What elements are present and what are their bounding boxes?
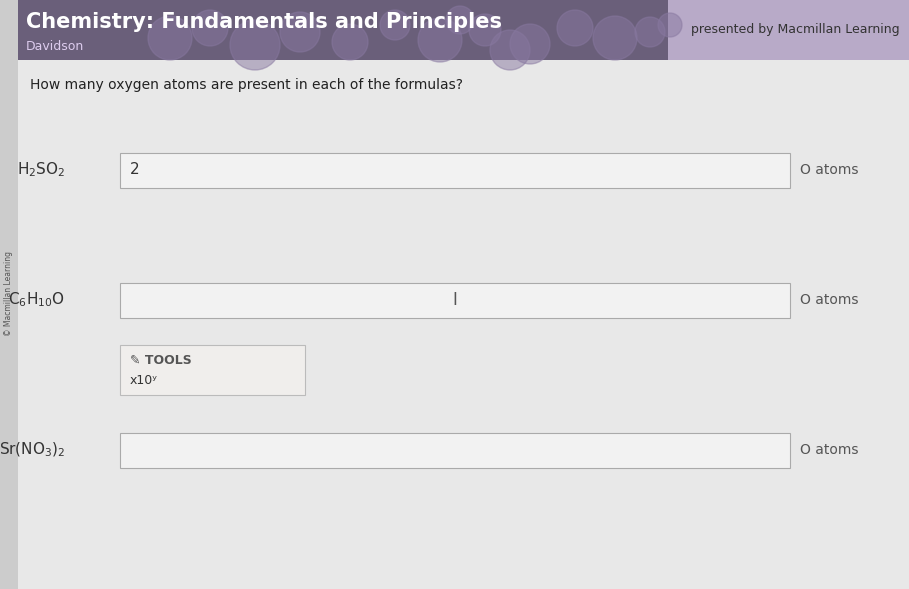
Circle shape <box>490 30 530 70</box>
Circle shape <box>192 10 228 46</box>
Text: I: I <box>453 291 457 309</box>
Bar <box>120 345 305 395</box>
Circle shape <box>446 6 474 34</box>
Text: $\mathregular{Sr(NO_3)_2}$: $\mathregular{Sr(NO_3)_2}$ <box>0 441 65 459</box>
Text: $\mathregular{H_2SO_2}$: $\mathregular{H_2SO_2}$ <box>16 161 65 179</box>
Circle shape <box>469 14 501 46</box>
Bar <box>120 432 790 468</box>
Text: O atoms: O atoms <box>800 293 858 307</box>
Text: $\mathregular{C_6H_{10}O}$: $\mathregular{C_6H_{10}O}$ <box>8 290 65 309</box>
Circle shape <box>380 10 410 40</box>
Circle shape <box>148 16 192 60</box>
Circle shape <box>418 18 462 62</box>
Text: © Macmillan Learning: © Macmillan Learning <box>5 252 14 336</box>
Text: Chemistry: Fundamentals and Principles: Chemistry: Fundamentals and Principles <box>26 12 502 32</box>
Circle shape <box>557 10 593 46</box>
Text: ✎ TOOLS: ✎ TOOLS <box>130 355 192 368</box>
Bar <box>120 283 790 317</box>
Bar <box>18 0 668 60</box>
Text: 2: 2 <box>130 163 140 177</box>
Circle shape <box>280 12 320 52</box>
Circle shape <box>510 24 550 64</box>
Text: x10ʸ: x10ʸ <box>130 375 158 388</box>
Circle shape <box>593 16 637 60</box>
Text: O atoms: O atoms <box>800 163 858 177</box>
Bar <box>668 0 909 60</box>
Text: O atoms: O atoms <box>800 443 858 457</box>
Text: How many oxygen atoms are present in each of the formulas?: How many oxygen atoms are present in eac… <box>30 78 463 92</box>
Bar <box>18 60 909 589</box>
Circle shape <box>635 17 665 47</box>
Circle shape <box>230 20 280 70</box>
Circle shape <box>332 24 368 60</box>
Circle shape <box>658 13 682 37</box>
Text: Davidson: Davidson <box>26 39 85 52</box>
Bar <box>120 153 790 187</box>
Text: presented by Macmillan Learning: presented by Macmillan Learning <box>692 24 900 37</box>
Bar <box>0 0 18 589</box>
